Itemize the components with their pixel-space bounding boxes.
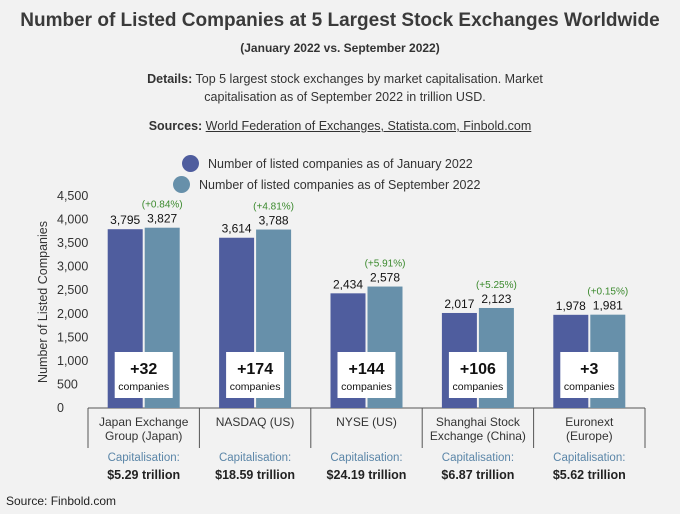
category-label: (Europe): [566, 429, 613, 443]
bar-value-label-jan: 3,614: [222, 222, 252, 236]
legend-item-sep: Number of listed companies as of Septemb…: [173, 174, 480, 195]
y-tick-label: 4,500: [57, 189, 88, 203]
capitalisation-label: Capitalisation:: [330, 452, 402, 464]
details-text: Details: Top 5 largest stock exchanges b…: [110, 70, 580, 106]
bar-value-label-jan: 2,017: [444, 297, 474, 311]
y-tick-label: 4,000: [57, 213, 88, 227]
legend-label-jan: Number of listed companies as of January…: [208, 156, 473, 171]
y-axis-title: Number of Listed Companies: [36, 221, 50, 383]
y-tick-label: 3,500: [57, 236, 88, 250]
chart-title: Number of Listed Companies at 5 Largest …: [20, 10, 660, 31]
capitalisation-value: $6.87 trillion: [441, 468, 514, 482]
change-box: [226, 352, 285, 398]
sources-links[interactable]: World Federation of Exchanges, Statista.…: [205, 119, 532, 133]
capitalisation-value: $24.19 trillion: [327, 468, 407, 482]
capitalisation-value: $18.59 trillion: [215, 468, 295, 482]
bar-value-label-jan: 2,434: [333, 277, 363, 291]
footer-source: Source: Finbold.com: [6, 494, 117, 508]
pct-change-label: (+0.84%): [142, 200, 183, 211]
change-box: [114, 352, 173, 398]
change-box: [448, 352, 507, 398]
chart-legend: Number of listed companies as of January…: [173, 153, 480, 195]
abs-change-value: +174: [237, 361, 273, 378]
pct-change-label: (+5.91%): [365, 259, 406, 270]
legend-swatch-jan: [182, 155, 199, 172]
bar-value-label-sep: 3,788: [259, 214, 289, 228]
chart-subtitle: (January 2022 vs. September 2022): [240, 41, 440, 55]
capitalisation-label: Capitalisation:: [442, 452, 514, 464]
category-label: Japan Exchange: [99, 415, 189, 429]
bar-value-label-jan: 1,978: [556, 299, 586, 313]
capitalisation-value: $5.29 trillion: [107, 468, 180, 482]
abs-change-value: +144: [348, 361, 384, 378]
category-label: NASDAQ (US): [216, 415, 295, 429]
capitalisation-label: Capitalisation:: [219, 452, 291, 464]
change-box: [560, 352, 619, 398]
abs-change-value: +3: [580, 361, 598, 378]
y-tick-label: 500: [57, 377, 78, 391]
details-line-2: capitalisation as of September 2022 in t…: [204, 90, 486, 104]
sources-label: Sources:: [148, 119, 203, 133]
sources-text: Sources: World Federation of Exchanges, …: [0, 119, 680, 133]
y-tick-label: 1,000: [57, 354, 88, 368]
abs-change-unit: companies: [453, 381, 504, 393]
pct-change-label: (+5.25%): [476, 280, 517, 291]
legend-label-sep: Number of listed companies as of Septemb…: [199, 177, 481, 192]
abs-change-unit: companies: [341, 381, 392, 393]
legend-item-jan: Number of listed companies as of January…: [182, 153, 480, 174]
y-tick-label: 1,500: [57, 330, 88, 344]
y-tick-label: 2,000: [57, 307, 88, 321]
abs-change-unit: companies: [564, 381, 615, 393]
y-tick-label: 2,500: [57, 283, 88, 297]
bar-value-label-sep: 2,578: [370, 271, 400, 285]
abs-change-value: +106: [460, 361, 496, 378]
category-label: Group (Japan): [105, 429, 182, 443]
pct-change-label: (+4.81%): [253, 202, 294, 213]
legend-swatch-sep: [173, 176, 190, 193]
capitalisation-label: Capitalisation:: [108, 452, 180, 464]
bar-value-label-jan: 3,795: [110, 213, 140, 227]
y-tick-label: 3,000: [57, 260, 88, 274]
bar-value-label-sep: 3,827: [147, 212, 177, 226]
pct-change-label: (+0.15%): [587, 287, 628, 298]
capitalisation-label: Capitalisation:: [553, 452, 625, 464]
capitalisation-value: $5.62 trillion: [553, 468, 626, 482]
abs-change-unit: companies: [118, 381, 169, 393]
category-label: NYSE (US): [336, 415, 397, 429]
change-box: [337, 352, 396, 398]
category-label: Shanghai Stock: [436, 415, 521, 429]
abs-change-unit: companies: [230, 381, 281, 393]
details-label: Details:: [147, 72, 193, 86]
category-label: Euronext: [565, 415, 614, 429]
bar-value-label-sep: 2,123: [481, 292, 511, 306]
abs-change-value: +32: [130, 361, 157, 378]
category-label: Exchange (China): [430, 429, 526, 443]
bar-value-label-sep: 1,981: [593, 299, 623, 313]
details-line-1: Top 5 largest stock exchanges by market …: [195, 72, 543, 86]
y-tick-label: 0: [57, 401, 64, 415]
